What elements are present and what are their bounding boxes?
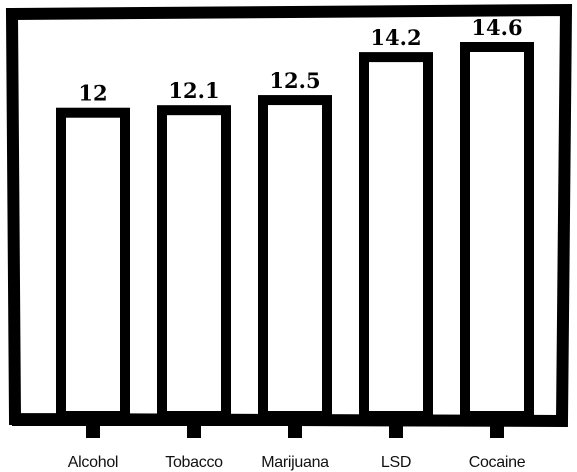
value-label: 14.6: [471, 15, 522, 40]
x-tick-label: Alcohol: [68, 454, 118, 471]
value-label: 12.5: [269, 68, 320, 93]
tick-mark: [490, 424, 504, 438]
x-tick-label: LSD: [381, 454, 411, 471]
bar: [258, 95, 332, 421]
bar: [157, 105, 231, 421]
value-label: 12: [78, 81, 107, 106]
bar: [56, 107, 130, 421]
bar: [460, 42, 534, 421]
x-tick-label: Cocaine: [469, 454, 526, 471]
tick-mark: [187, 424, 201, 438]
x-tick-label: Marijuana: [261, 454, 329, 471]
bar: [359, 52, 433, 421]
tick-mark: [389, 424, 403, 438]
value-label: 14.2: [370, 25, 421, 50]
tick-mark: [288, 424, 302, 438]
tick-mark: [86, 424, 100, 438]
x-tick-label: Tobacco: [165, 454, 223, 471]
value-label: 12.1: [168, 78, 219, 103]
